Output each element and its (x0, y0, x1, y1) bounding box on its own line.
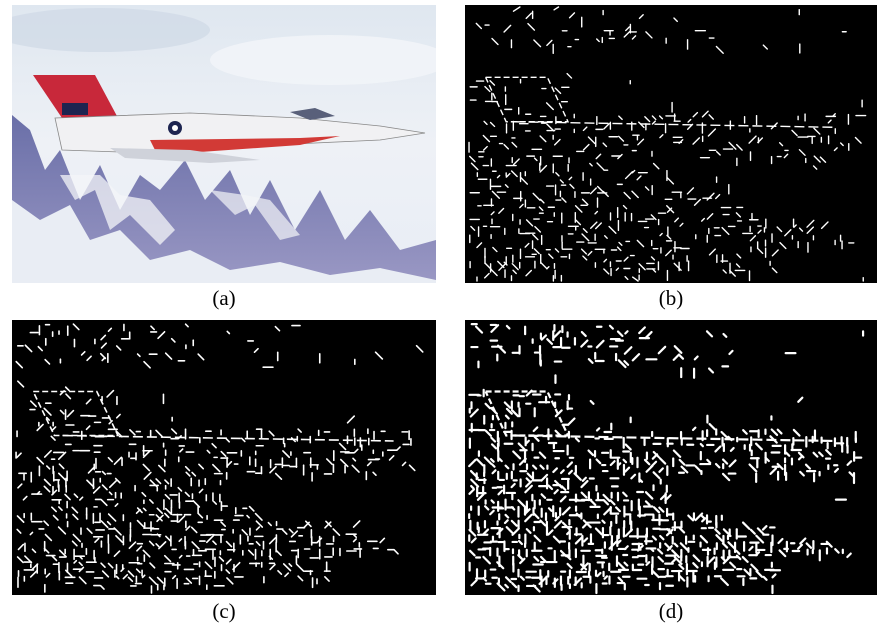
jet-roundel (172, 125, 178, 131)
figure: (a) (b) (c) (d) (0, 0, 882, 631)
edge-stroke (492, 500, 494, 502)
edge-stroke (651, 549, 653, 551)
caption: (d) (659, 599, 684, 623)
cloud (0, 8, 210, 52)
photo-panel (0, 5, 450, 283)
caption: (a) (212, 286, 235, 310)
edge-stroke (597, 428, 599, 430)
edge-stroke (602, 521, 604, 523)
cloud (210, 35, 450, 85)
caption: (c) (212, 599, 235, 623)
edge-stroke (701, 444, 703, 446)
jet-tail-mark (62, 103, 88, 115)
caption: (b) (659, 286, 684, 310)
edge-stroke (618, 463, 620, 465)
